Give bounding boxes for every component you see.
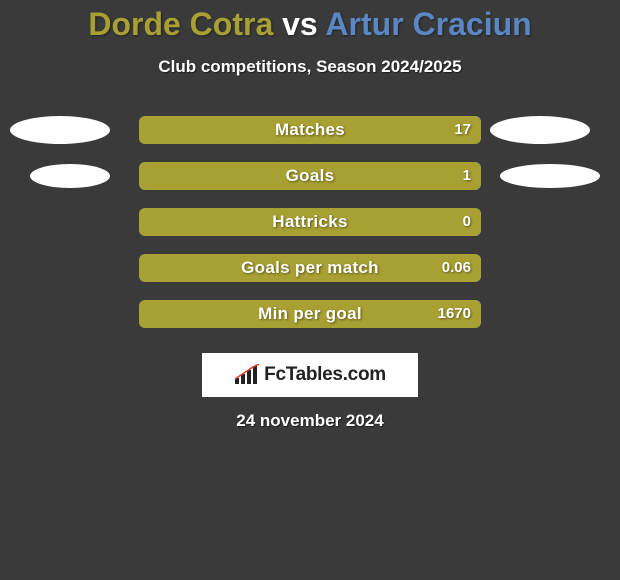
date-label: 24 november 2024 [0, 411, 620, 431]
stat-bar: Min per goal1670 [139, 300, 481, 328]
stat-label: Goals [139, 162, 481, 190]
stat-label: Matches [139, 116, 481, 144]
page-title: Dorde Cotra vs Artur Craciun [0, 0, 620, 43]
stat-value: 17 [454, 116, 471, 144]
stat-bar: Goals1 [139, 162, 481, 190]
brand-bars-icon [234, 364, 260, 386]
stat-value: 1 [463, 162, 471, 190]
comparison-content: Matches17 Goals1 Hattricks0 Goals per match… [0, 107, 620, 337]
brand-badge: FcTables.com [202, 353, 418, 397]
player2-name: Artur Craciun [325, 6, 531, 42]
brand-text: FcTables.com [264, 364, 386, 386]
stat-bar: Hattricks0 [139, 208, 481, 236]
stat-bar: Goals per match0.06 [139, 254, 481, 282]
player2-avatar-1 [500, 164, 600, 188]
stat-row: Goals per match0.06 [0, 245, 620, 291]
title-vs: vs [273, 6, 325, 42]
player1-name: Dorde Cotra [88, 6, 273, 42]
stat-value: 0 [463, 208, 471, 236]
player1-avatar-0 [10, 116, 110, 144]
stat-label: Min per goal [139, 300, 481, 328]
stat-value: 0.06 [442, 254, 471, 282]
stat-label: Hattricks [139, 208, 481, 236]
stat-label: Goals per match [139, 254, 481, 282]
stat-value: 1670 [438, 300, 471, 328]
stat-row: Min per goal1670 [0, 291, 620, 337]
stat-row: Hattricks0 [0, 199, 620, 245]
subtitle: Club competitions, Season 2024/2025 [0, 57, 620, 77]
player2-avatar-0 [490, 116, 590, 144]
player1-avatar-1 [30, 164, 110, 188]
stat-bar: Matches17 [139, 116, 481, 144]
